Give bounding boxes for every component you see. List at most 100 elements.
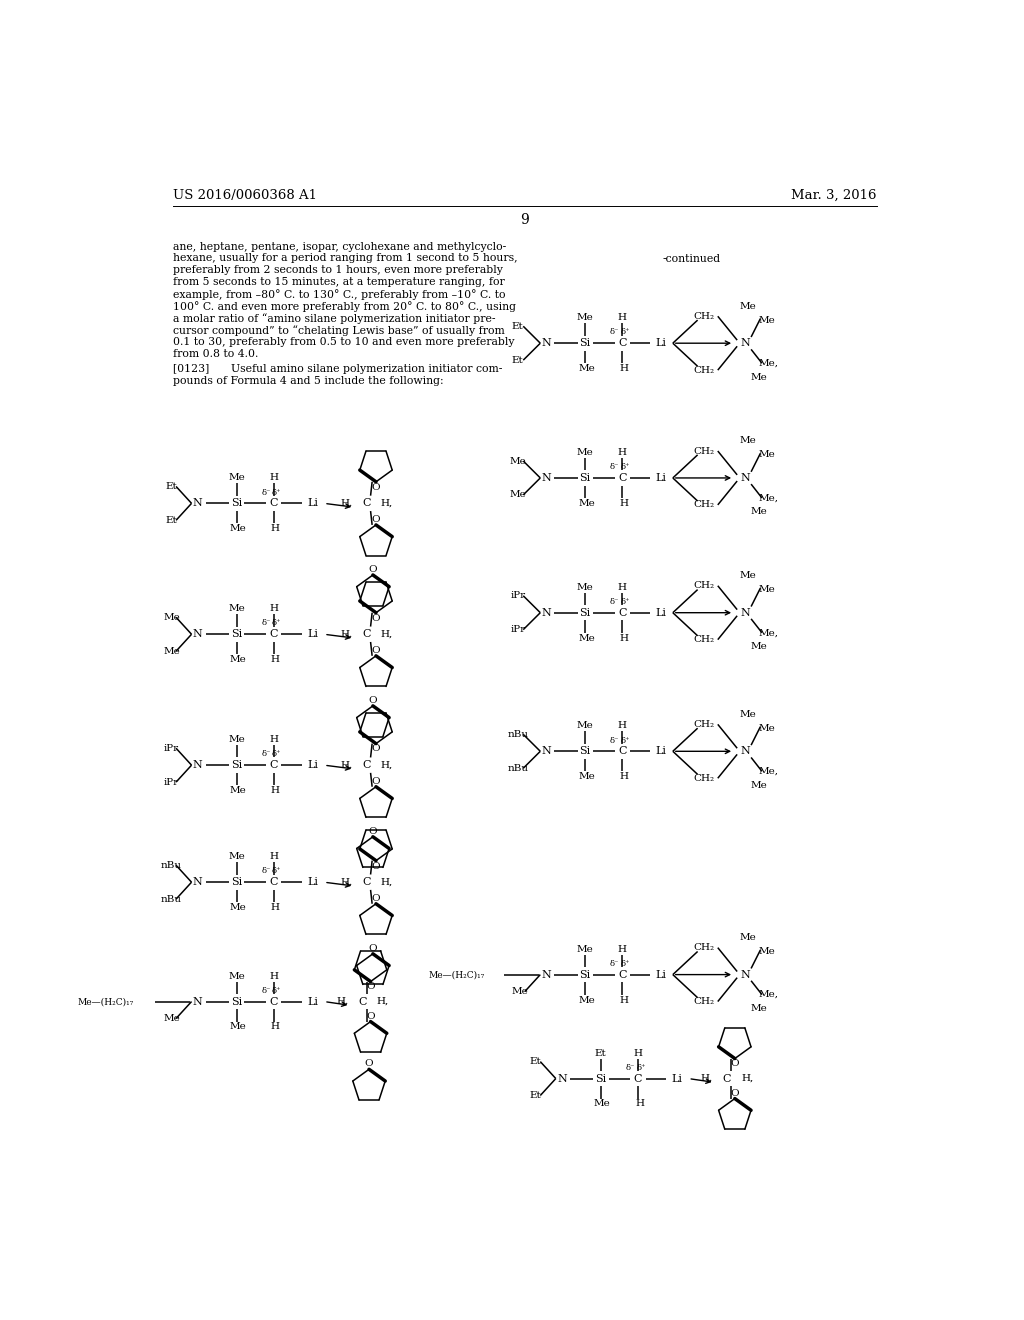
- Text: Me—(H₂C)₁₇: Me—(H₂C)₁₇: [78, 997, 134, 1006]
- Text: H.: H.: [341, 878, 352, 887]
- Text: Si: Si: [580, 338, 591, 348]
- Text: Me: Me: [229, 655, 247, 664]
- Text: iPr: iPr: [510, 591, 525, 601]
- Text: iPr: iPr: [164, 743, 179, 752]
- Text: δ⁻: δ⁻: [610, 329, 620, 337]
- Text: N: N: [193, 997, 203, 1007]
- Text: Me: Me: [579, 499, 595, 508]
- Text: C: C: [362, 630, 371, 639]
- Text: CH₂: CH₂: [693, 366, 715, 375]
- Text: δ⁻: δ⁻: [261, 619, 270, 627]
- Text: δ⁺: δ⁺: [621, 598, 630, 606]
- Text: ane, heptane, pentane, isopar, cyclohexane and methylcyclo-: ane, heptane, pentane, isopar, cyclohexa…: [173, 242, 506, 252]
- Text: H: H: [620, 772, 629, 781]
- Text: N: N: [193, 630, 203, 639]
- Text: Li: Li: [655, 607, 667, 618]
- Text: a molar ratio of “amino silane polymerization initiator pre-: a molar ratio of “amino silane polymeriz…: [173, 313, 496, 323]
- Text: C: C: [723, 1073, 731, 1084]
- Text: O: O: [369, 565, 377, 574]
- Text: H: H: [617, 313, 627, 322]
- Text: δ⁺: δ⁺: [621, 463, 630, 471]
- Text: O: O: [730, 1089, 739, 1098]
- Text: H: H: [617, 945, 627, 953]
- Text: O: O: [372, 862, 380, 870]
- Text: N: N: [740, 607, 750, 618]
- Text: Me: Me: [751, 1005, 767, 1012]
- Text: Me: Me: [758, 450, 775, 459]
- Text: H,: H,: [741, 1074, 754, 1082]
- Text: iPr: iPr: [164, 777, 179, 787]
- Text: Me: Me: [758, 723, 775, 733]
- Text: N: N: [740, 473, 750, 483]
- Text: δ⁺: δ⁺: [621, 329, 630, 337]
- Text: preferably from 2 seconds to 1 hours, even more preferably: preferably from 2 seconds to 1 hours, ev…: [173, 265, 503, 276]
- Text: Li: Li: [655, 746, 667, 756]
- Text: N: N: [542, 338, 551, 348]
- Text: C: C: [618, 746, 627, 756]
- Text: CH₂: CH₂: [693, 500, 715, 510]
- Text: N: N: [193, 878, 203, 887]
- Text: Me: Me: [579, 772, 595, 781]
- Text: C: C: [358, 997, 367, 1007]
- Text: C: C: [269, 760, 278, 770]
- Text: hexane, usually for a period ranging from 1 second to 5 hours,: hexane, usually for a period ranging fro…: [173, 253, 517, 264]
- Text: Me: Me: [229, 1023, 247, 1031]
- Text: O: O: [369, 696, 377, 705]
- Text: Et: Et: [595, 1048, 606, 1057]
- Text: Li: Li: [307, 997, 317, 1007]
- Text: Me: Me: [579, 995, 595, 1005]
- Text: δ⁻: δ⁻: [261, 987, 270, 995]
- Text: Me: Me: [739, 933, 757, 942]
- Text: Li: Li: [655, 473, 667, 483]
- Text: δ⁻: δ⁻: [261, 750, 270, 759]
- Text: Et: Et: [166, 482, 177, 491]
- Text: from 0.8 to 4.0.: from 0.8 to 4.0.: [173, 348, 258, 359]
- Text: H: H: [269, 853, 279, 861]
- Text: C: C: [362, 878, 371, 887]
- Text: O: O: [369, 944, 377, 953]
- Text: H: H: [270, 787, 280, 795]
- Text: δ⁻: δ⁻: [261, 488, 270, 496]
- Text: δ⁺: δ⁺: [621, 737, 630, 744]
- Text: Me: Me: [579, 634, 595, 643]
- Text: pounds of Formula 4 and 5 include the following:: pounds of Formula 4 and 5 include the fo…: [173, 376, 443, 385]
- Text: H: H: [620, 499, 629, 508]
- Text: H: H: [617, 583, 627, 591]
- Text: Me,: Me,: [758, 628, 778, 638]
- Text: Me: Me: [229, 903, 247, 912]
- Text: nBu: nBu: [161, 861, 182, 870]
- Text: O: O: [372, 483, 380, 491]
- Text: CH₂: CH₂: [693, 944, 715, 952]
- Text: H: H: [617, 447, 627, 457]
- Text: CH₂: CH₂: [693, 635, 715, 644]
- Text: Si: Si: [580, 607, 591, 618]
- Text: H.: H.: [341, 760, 352, 770]
- Text: CH₂: CH₂: [693, 719, 715, 729]
- Text: 0.1 to 30, preferably from 0.5 to 10 and even more preferably: 0.1 to 30, preferably from 0.5 to 10 and…: [173, 337, 514, 347]
- Text: Me: Me: [594, 1100, 610, 1109]
- Text: C: C: [269, 499, 278, 508]
- Text: Si: Si: [230, 630, 242, 639]
- Text: O: O: [372, 515, 380, 524]
- Text: N: N: [542, 746, 551, 756]
- Text: C: C: [269, 997, 278, 1007]
- Text: Me: Me: [228, 972, 245, 981]
- Text: O: O: [372, 614, 380, 623]
- Text: Me,: Me,: [758, 494, 778, 503]
- Text: δ⁻: δ⁻: [610, 737, 620, 744]
- Text: Si: Si: [580, 746, 591, 756]
- Text: Me: Me: [577, 945, 594, 953]
- Text: N: N: [740, 746, 750, 756]
- Text: C: C: [269, 630, 278, 639]
- Text: Me: Me: [163, 612, 180, 622]
- Text: CH₂: CH₂: [693, 581, 715, 590]
- Text: O: O: [365, 1060, 374, 1068]
- Text: nBu: nBu: [507, 730, 528, 739]
- Text: [0123]  Useful amino silane polymerization initiator com-: [0123] Useful amino silane polymerizatio…: [173, 364, 503, 374]
- Text: Me: Me: [228, 474, 245, 482]
- Text: H: H: [269, 735, 279, 744]
- Text: δ⁺: δ⁺: [272, 867, 282, 875]
- Text: from 5 seconds to 15 minutes, at a temperature ranging, for: from 5 seconds to 15 minutes, at a tempe…: [173, 277, 505, 288]
- Text: Me: Me: [758, 585, 775, 594]
- Text: Me: Me: [577, 313, 594, 322]
